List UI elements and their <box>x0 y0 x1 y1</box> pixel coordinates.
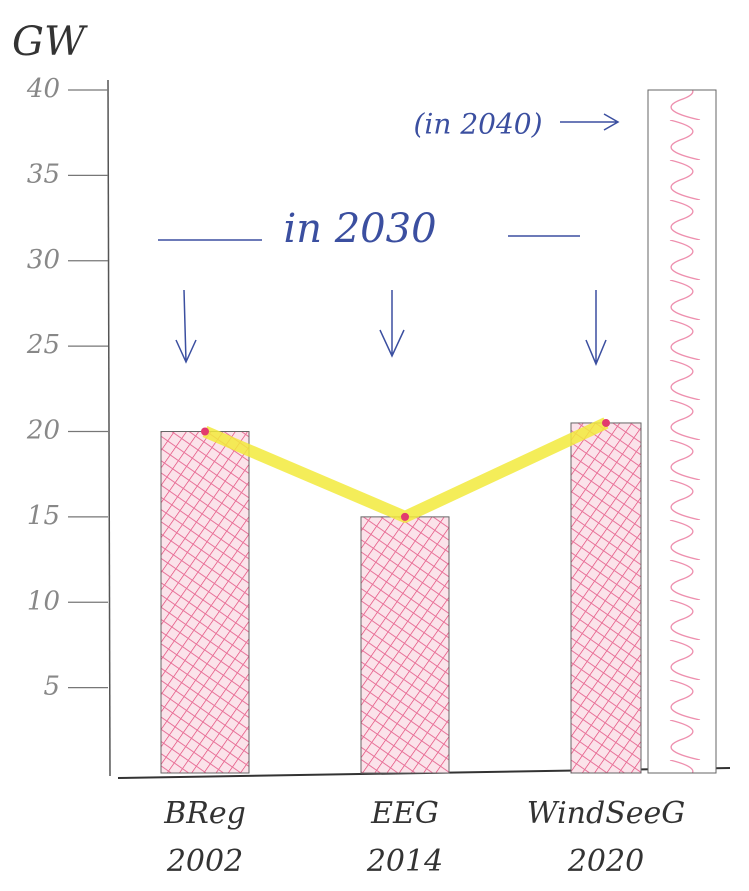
line <box>205 423 606 517</box>
bar <box>361 517 449 773</box>
chart: GW in 2030 (in 2040) 5 10 15 20 25 30 35 40 BRe… <box>0 0 749 891</box>
y-tick-label: 20 <box>26 416 60 446</box>
y-tick-label: 35 <box>27 159 60 189</box>
y-tick-label: 25 <box>26 330 60 360</box>
y-tick-label: 40 <box>26 74 60 104</box>
point <box>602 419 610 427</box>
point <box>401 513 409 521</box>
bar <box>648 90 716 773</box>
chart-canvas: GW in 2030 (in 2040) 5 10 15 20 25 30 35 40 <box>0 0 749 891</box>
point <box>201 428 209 436</box>
y-axis <box>108 80 110 776</box>
annotation: (in 2040) <box>414 108 543 141</box>
y-tick-label: 15 <box>27 501 60 531</box>
bar <box>161 432 249 774</box>
x-tick-label: WindSeeG 2020 <box>526 790 686 886</box>
y-tick-label: 30 <box>27 245 60 275</box>
bar <box>571 423 641 773</box>
y-axis-label: GW <box>12 19 88 65</box>
annotation: in 2030 <box>283 206 436 252</box>
y-tick-label: 5 <box>43 672 60 702</box>
y-tick-label: 10 <box>27 586 60 616</box>
x-tick-label: BReg 2002 <box>125 790 285 886</box>
x-tick-label: EEG 2014 <box>325 790 485 886</box>
